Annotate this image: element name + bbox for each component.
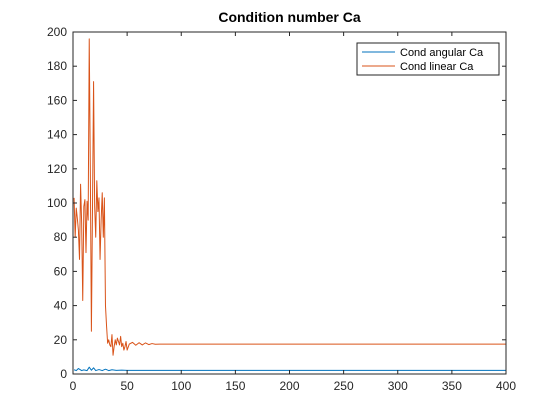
legend-label-2: Cond linear Ca <box>400 61 474 73</box>
y-tick-label: 100 <box>47 196 67 210</box>
y-tick-label: 180 <box>47 59 67 73</box>
y-tick-label: 20 <box>54 333 68 347</box>
x-tick-label: 100 <box>171 379 191 393</box>
legend: Cond angular Ca Cond linear Ca <box>357 43 499 75</box>
x-tick-label: 250 <box>334 379 354 393</box>
x-tick-label: 200 <box>279 379 299 393</box>
chart-title: Condition number Ca <box>218 9 361 25</box>
y-tick-label: 60 <box>54 264 68 278</box>
y-tick-label: 140 <box>47 128 67 142</box>
y-tick-label: 0 <box>60 367 67 381</box>
x-tick-label: 50 <box>120 379 134 393</box>
y-tick-label: 80 <box>54 230 68 244</box>
x-tick-label: 350 <box>442 379 462 393</box>
legend-label-1: Cond angular Ca <box>400 47 484 59</box>
y-tick-label: 120 <box>47 162 67 176</box>
x-tick-label: 150 <box>225 379 245 393</box>
y-tick-label: 160 <box>47 93 67 107</box>
y-tick-label: 40 <box>54 299 68 313</box>
y-tick-label: 200 <box>47 25 67 39</box>
plot-area <box>73 32 506 374</box>
x-tick-label: 0 <box>70 379 77 393</box>
x-tick-label: 300 <box>388 379 408 393</box>
x-tick-label: 400 <box>496 379 516 393</box>
